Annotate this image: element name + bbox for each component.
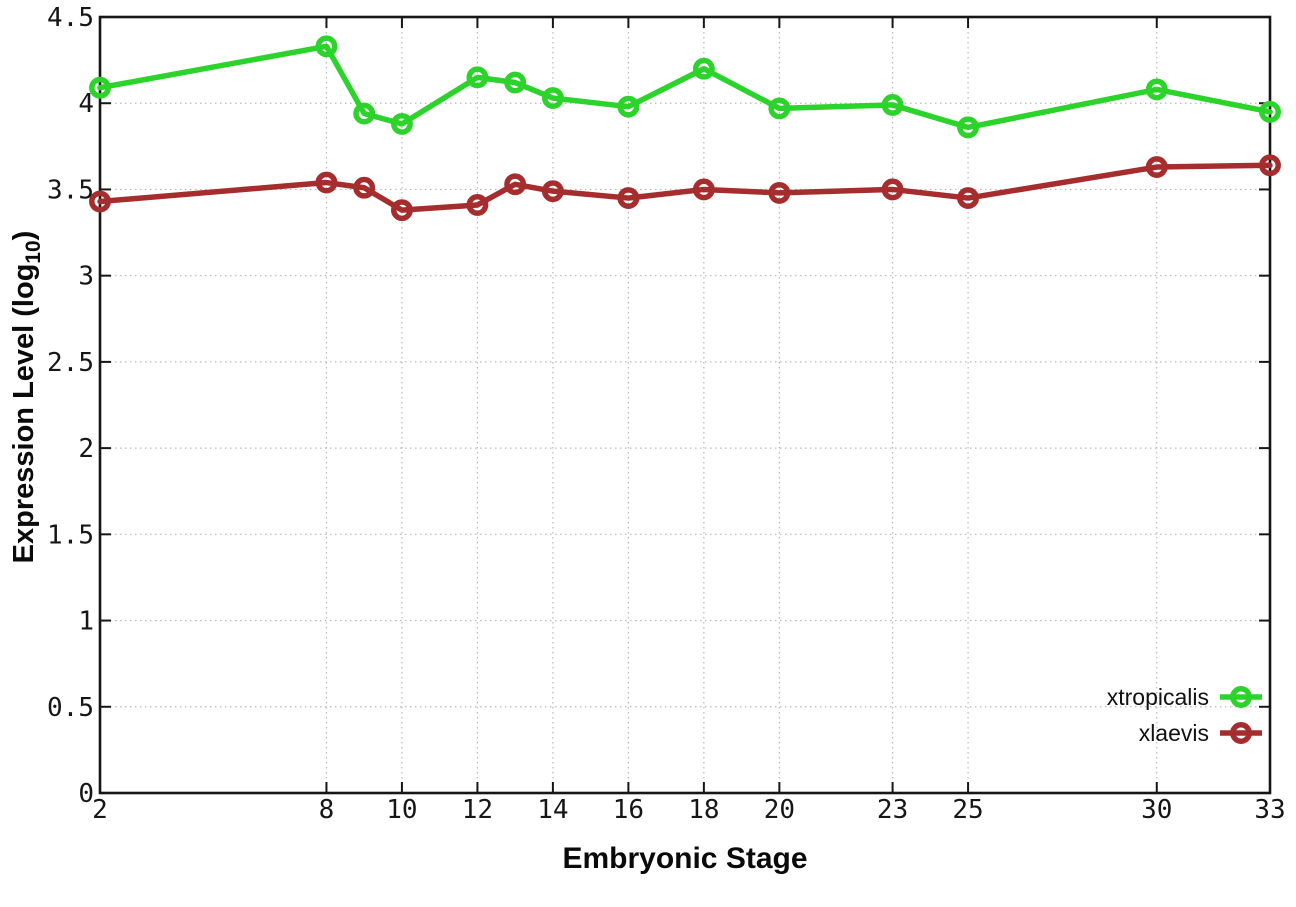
data-point-xlaevis: [504, 173, 527, 196]
data-point-xlaevis: [89, 190, 111, 213]
y-tick-label: 0: [78, 779, 94, 809]
x-tick-label: 18: [688, 795, 719, 825]
x-tick-label: 16: [613, 795, 644, 825]
y-axis-title-text: Expression Level (log: [8, 263, 41, 564]
legend-entry-xlaevis: xlaevis: [1107, 715, 1263, 751]
data-point-xlaevis: [353, 176, 376, 199]
y-tick-label: 4: [78, 89, 94, 119]
data-point-xlaevis: [1259, 154, 1281, 177]
series-line-xtropicalis: [97, 43, 1273, 131]
y-tick-label: 2: [78, 434, 94, 464]
data-point-xlaevis: [1145, 156, 1168, 178]
data-point-xtropicalis: [353, 102, 376, 125]
x-tick-label: 20: [764, 795, 795, 825]
data-point-xtropicalis: [504, 71, 527, 94]
data-point-xlaevis: [957, 187, 980, 210]
legend-entry-xtropicalis: xtropicalis: [1107, 679, 1263, 715]
y-tick-label: 1.5: [47, 520, 94, 550]
data-point-xtropicalis: [1259, 100, 1281, 123]
plot-border: [98, 15, 1272, 795]
x-axis-title: Embryonic Stage: [562, 842, 808, 875]
y-axis-title-subscript: 10: [21, 240, 45, 264]
x-tick-label: 23: [877, 795, 908, 825]
x-tick-label: 8: [319, 795, 335, 825]
x-tick-label: 2: [92, 795, 108, 825]
data-point-xtropicalis: [692, 57, 715, 80]
data-point-xlaevis: [541, 180, 564, 203]
y-tick-label: 3.5: [47, 175, 94, 205]
data-point-xtropicalis: [1145, 78, 1168, 101]
y-tick-label: 4.5: [47, 3, 94, 33]
legend-marker-icon: [1220, 686, 1262, 708]
data-point-xtropicalis: [466, 66, 489, 89]
x-tick-label: 12: [462, 795, 493, 825]
y-tick-label: 2.5: [47, 348, 94, 378]
series-line-xlaevis: [97, 162, 1273, 213]
data-point-xtropicalis: [881, 93, 904, 116]
x-tick-label: 10: [386, 795, 417, 825]
legend-marker-icon: [1220, 722, 1262, 744]
legend-label: xlaevis: [1138, 719, 1209, 746]
data-point-xtropicalis: [957, 116, 980, 139]
data-point-xtropicalis: [541, 87, 564, 109]
y-tick-label: 3: [78, 262, 94, 292]
legend: xtropicalis xlaevis: [1107, 679, 1263, 751]
y-tick-label: 0.5: [47, 693, 94, 723]
y-axis-title-close: ): [8, 230, 41, 241]
data-point-xlaevis: [768, 181, 791, 204]
x-tick-label: 33: [1254, 795, 1285, 825]
data-point-xlaevis: [315, 171, 338, 194]
data-point-xtropicalis: [315, 35, 338, 58]
x-tick-label: 14: [537, 795, 568, 825]
data-point-xtropicalis: [617, 95, 640, 118]
x-tick-label: 30: [1141, 795, 1172, 825]
legend-label: xtropicalis: [1106, 683, 1209, 710]
data-point-xlaevis: [390, 199, 413, 222]
data-point-xlaevis: [692, 178, 715, 201]
data-point-xlaevis: [617, 187, 640, 210]
data-point-xlaevis: [881, 178, 904, 201]
data-point-xtropicalis: [768, 97, 791, 120]
y-tick-label: 1: [78, 607, 94, 637]
data-point-xtropicalis: [89, 76, 111, 99]
y-axis-title: Expression Level (log10): [8, 231, 46, 564]
x-tick-label: 25: [952, 795, 983, 825]
data-point-xtropicalis: [390, 112, 413, 135]
data-point-xlaevis: [466, 194, 489, 216]
